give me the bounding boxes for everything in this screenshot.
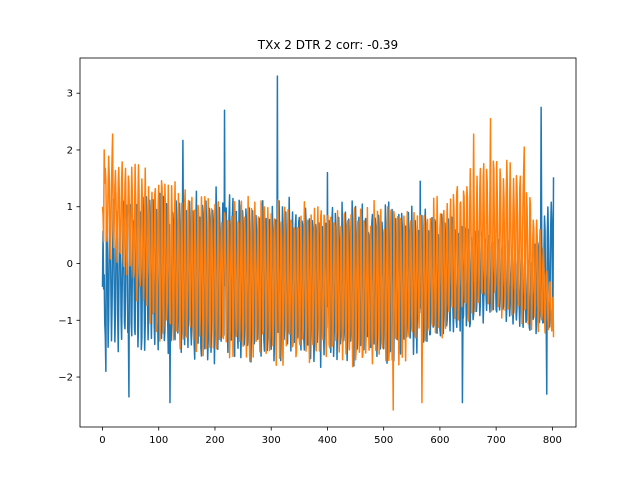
x-tick-label: 0 xyxy=(99,435,105,446)
axes-frame xyxy=(79,57,577,428)
y-tick-label: 3 xyxy=(67,89,73,100)
x-tick-label: 200 xyxy=(205,435,224,446)
y-axis: −2 −1 0 1 2 3 xyxy=(58,89,80,384)
x-tick-label: 100 xyxy=(149,435,168,446)
x-tick-label: 400 xyxy=(318,435,337,446)
x-tick-label: 300 xyxy=(262,435,281,446)
plot-area xyxy=(101,75,555,411)
x-axis: 0 100 200 300 400 500 600 700 800 xyxy=(99,427,562,446)
y-tick-label: 2 xyxy=(67,145,73,156)
x-tick-label: 700 xyxy=(487,435,506,446)
y-tick-label: 0 xyxy=(67,259,73,270)
x-tick-label: 800 xyxy=(543,435,562,446)
x-tick-label: 600 xyxy=(430,435,449,446)
y-tick-label: −1 xyxy=(58,316,73,327)
series-line-2 xyxy=(101,117,555,411)
y-tick-label: −2 xyxy=(58,373,73,384)
x-tick-label: 500 xyxy=(374,435,393,446)
chart-title: TXx 2 DTR 2 corr: -0.39 xyxy=(257,38,398,52)
y-tick-label: 1 xyxy=(67,202,73,213)
